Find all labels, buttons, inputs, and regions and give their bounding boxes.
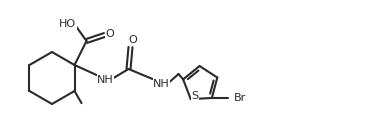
Text: Br: Br xyxy=(234,93,246,103)
Text: S: S xyxy=(191,91,198,101)
Text: O: O xyxy=(128,35,137,45)
Text: NH: NH xyxy=(97,75,114,85)
Text: O: O xyxy=(105,29,114,39)
Text: NH: NH xyxy=(153,79,170,89)
Text: HO: HO xyxy=(59,19,76,29)
